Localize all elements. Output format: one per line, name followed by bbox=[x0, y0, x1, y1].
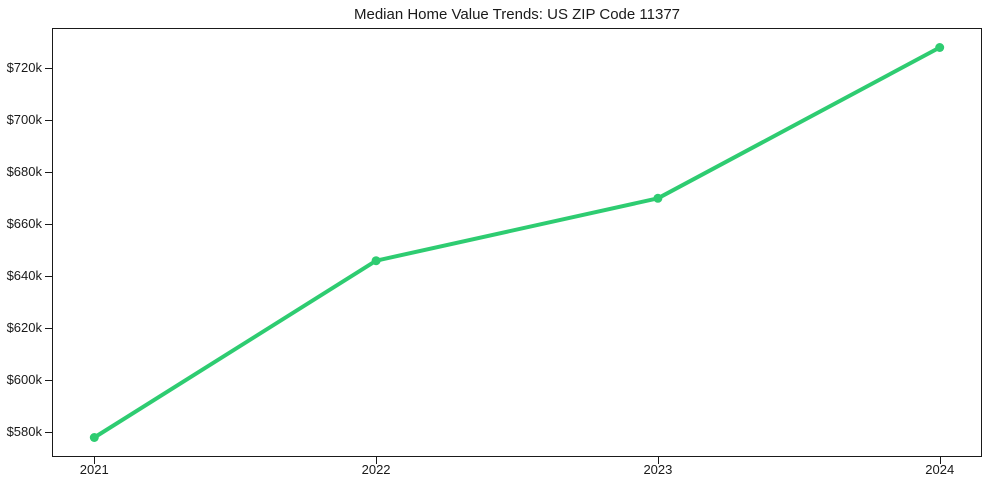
chart-title: Median Home Value Trends: US ZIP Code 11… bbox=[353, 6, 680, 23]
y-tick-label: $660k bbox=[6, 216, 42, 232]
y-tick-label: $640k bbox=[6, 268, 42, 284]
x-tick-label: 2023 bbox=[643, 462, 673, 477]
y-tick-label: $720k bbox=[6, 60, 42, 76]
data-point-marker bbox=[89, 433, 99, 442]
y-tick-label: $680k bbox=[6, 164, 42, 180]
x-tick-label: 2022 bbox=[361, 462, 391, 477]
data-point-marker bbox=[371, 256, 381, 266]
x-tick-label: 2021 bbox=[79, 462, 109, 477]
line-series bbox=[92, 45, 942, 440]
y-tick-label: $580k bbox=[6, 424, 42, 440]
data-point-marker bbox=[653, 193, 663, 203]
y-tick-label: $700k bbox=[6, 112, 42, 128]
data-point-marker bbox=[935, 43, 945, 52]
y-tick-label: $600k bbox=[6, 372, 42, 388]
x-tick-label: 2024 bbox=[925, 462, 955, 477]
y-tick-label: $620k bbox=[6, 320, 42, 336]
plot-border bbox=[52, 28, 982, 457]
